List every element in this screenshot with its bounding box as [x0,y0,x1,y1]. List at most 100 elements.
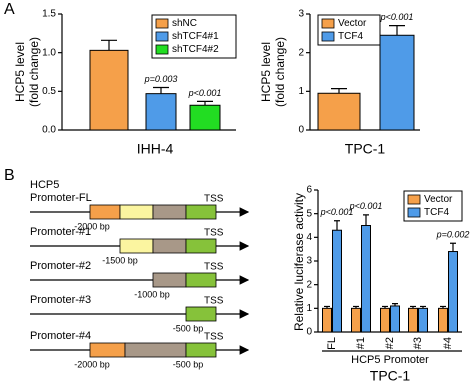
bp-label: -2000 bp [74,359,110,369]
bp-label: -2000 bp [74,221,110,231]
bp-label: -500 bp [173,323,204,333]
x-axis-label: IHH-4 [137,141,174,157]
error-bar [450,242,456,252]
p-value: p<0.001 [349,201,383,211]
bar [145,93,177,131]
promoter-region [152,204,187,220]
y-tick-label: 1 [298,86,304,97]
p-value: p<0.001 [188,88,222,98]
legend-swatch [407,194,421,205]
y-axis-label: HCP5 level [259,42,273,102]
x-tick-label: FL [326,337,338,350]
y-tick-label: 1.5 [42,9,56,20]
bar [438,307,448,333]
bp-label: -1500 bp [102,255,138,265]
diagram-title: HCP5 [30,179,59,191]
bar [351,307,361,333]
bar [408,307,418,333]
bar [448,251,458,333]
bar [361,225,371,333]
promoter-region [152,272,187,288]
error-bar [389,25,405,36]
bp-label: -1000 bp [134,289,170,299]
y-tick-label: 5 [306,208,312,219]
y-tick-label: 1 [306,303,312,314]
promoter-region [185,342,217,358]
tss-label: TSS [204,296,224,307]
legend-swatch [155,44,169,55]
p-value: p<0.001 [320,207,354,217]
error-bar [363,214,369,226]
legend-label: TCF4 [338,31,363,42]
bar [390,305,400,333]
legend-label: TCF4 [424,207,449,218]
y-tick-label: 2 [298,47,304,58]
y-tick-label: 3 [298,9,304,20]
y-tick-label: 2 [306,279,312,290]
y-tick-label: 0.5 [42,86,56,97]
promoter-region [152,238,187,254]
y-axis-label: Relative luciferase activity [292,193,306,331]
bar [322,307,332,333]
x-tick-label: #2 [384,337,396,349]
error-bar [331,88,347,94]
legend-swatch [321,18,335,29]
p-value: p=0.002 [436,230,470,240]
tss-label: TSS [204,228,224,239]
y-axis-label: HCP5 level [13,42,27,102]
promoter-region [185,238,217,254]
legend-label: Vector [338,18,367,29]
panel-label: A [4,1,15,18]
promoter-region [124,342,187,358]
bar [89,49,129,131]
error-bar [334,220,340,231]
construct-label: Promoter-#3 [30,294,91,306]
promoter-region [119,204,154,220]
legend-swatch [321,31,335,42]
y-axis-label: (fold change) [273,37,287,107]
error-bar [197,100,213,106]
bar [317,92,361,131]
x-tick-label: #4 [442,337,454,349]
panel-label: B [4,167,15,184]
p-value: p=0.003 [144,74,178,84]
legend-swatch [407,207,421,218]
legend-label: shTCF4#1 [172,31,219,42]
construct-label: Promoter-FL [30,192,92,204]
x-tick-label: #1 [355,337,367,349]
construct-label: Promoter-#2 [30,260,91,272]
bp-label: -500 bp [173,359,204,369]
y-tick-label: 0 [306,327,312,338]
promoter-region [89,342,126,358]
legend-label: shNC [172,18,197,29]
p-value: p<0.001 [380,12,414,22]
error-bar [153,86,169,94]
legend-swatch [155,18,169,29]
legend-label: shTCF4#2 [172,44,219,55]
construct-label: Promoter-#1 [30,226,91,238]
tss-label: TSS [204,194,224,205]
promoter-region [119,238,154,254]
x-axis-label: HCP5 Promoter [351,354,429,366]
promoter-region [89,204,121,220]
tss-label: TSS [204,262,224,273]
bar [379,34,415,131]
legend-label: Vector [424,194,453,205]
promoter-region [185,204,217,220]
y-tick-label: 4 [306,232,312,243]
construct-label: Promoter-#4 [30,330,91,342]
y-tick-label: 0 [298,125,304,136]
y-tick-label: 0.0 [42,125,56,136]
bar [418,307,428,333]
x-axis-label: TPC-1 [345,141,386,157]
chart-caption: TPC-1 [370,368,411,384]
error-bar [101,39,117,51]
y-tick-label: 3 [306,256,312,267]
bar [189,104,221,131]
legend-swatch [155,31,169,42]
y-axis-label: (fold change) [27,37,41,107]
x-tick-label: #3 [412,337,424,349]
promoter-region [185,272,217,288]
tss-label: TSS [204,332,224,343]
